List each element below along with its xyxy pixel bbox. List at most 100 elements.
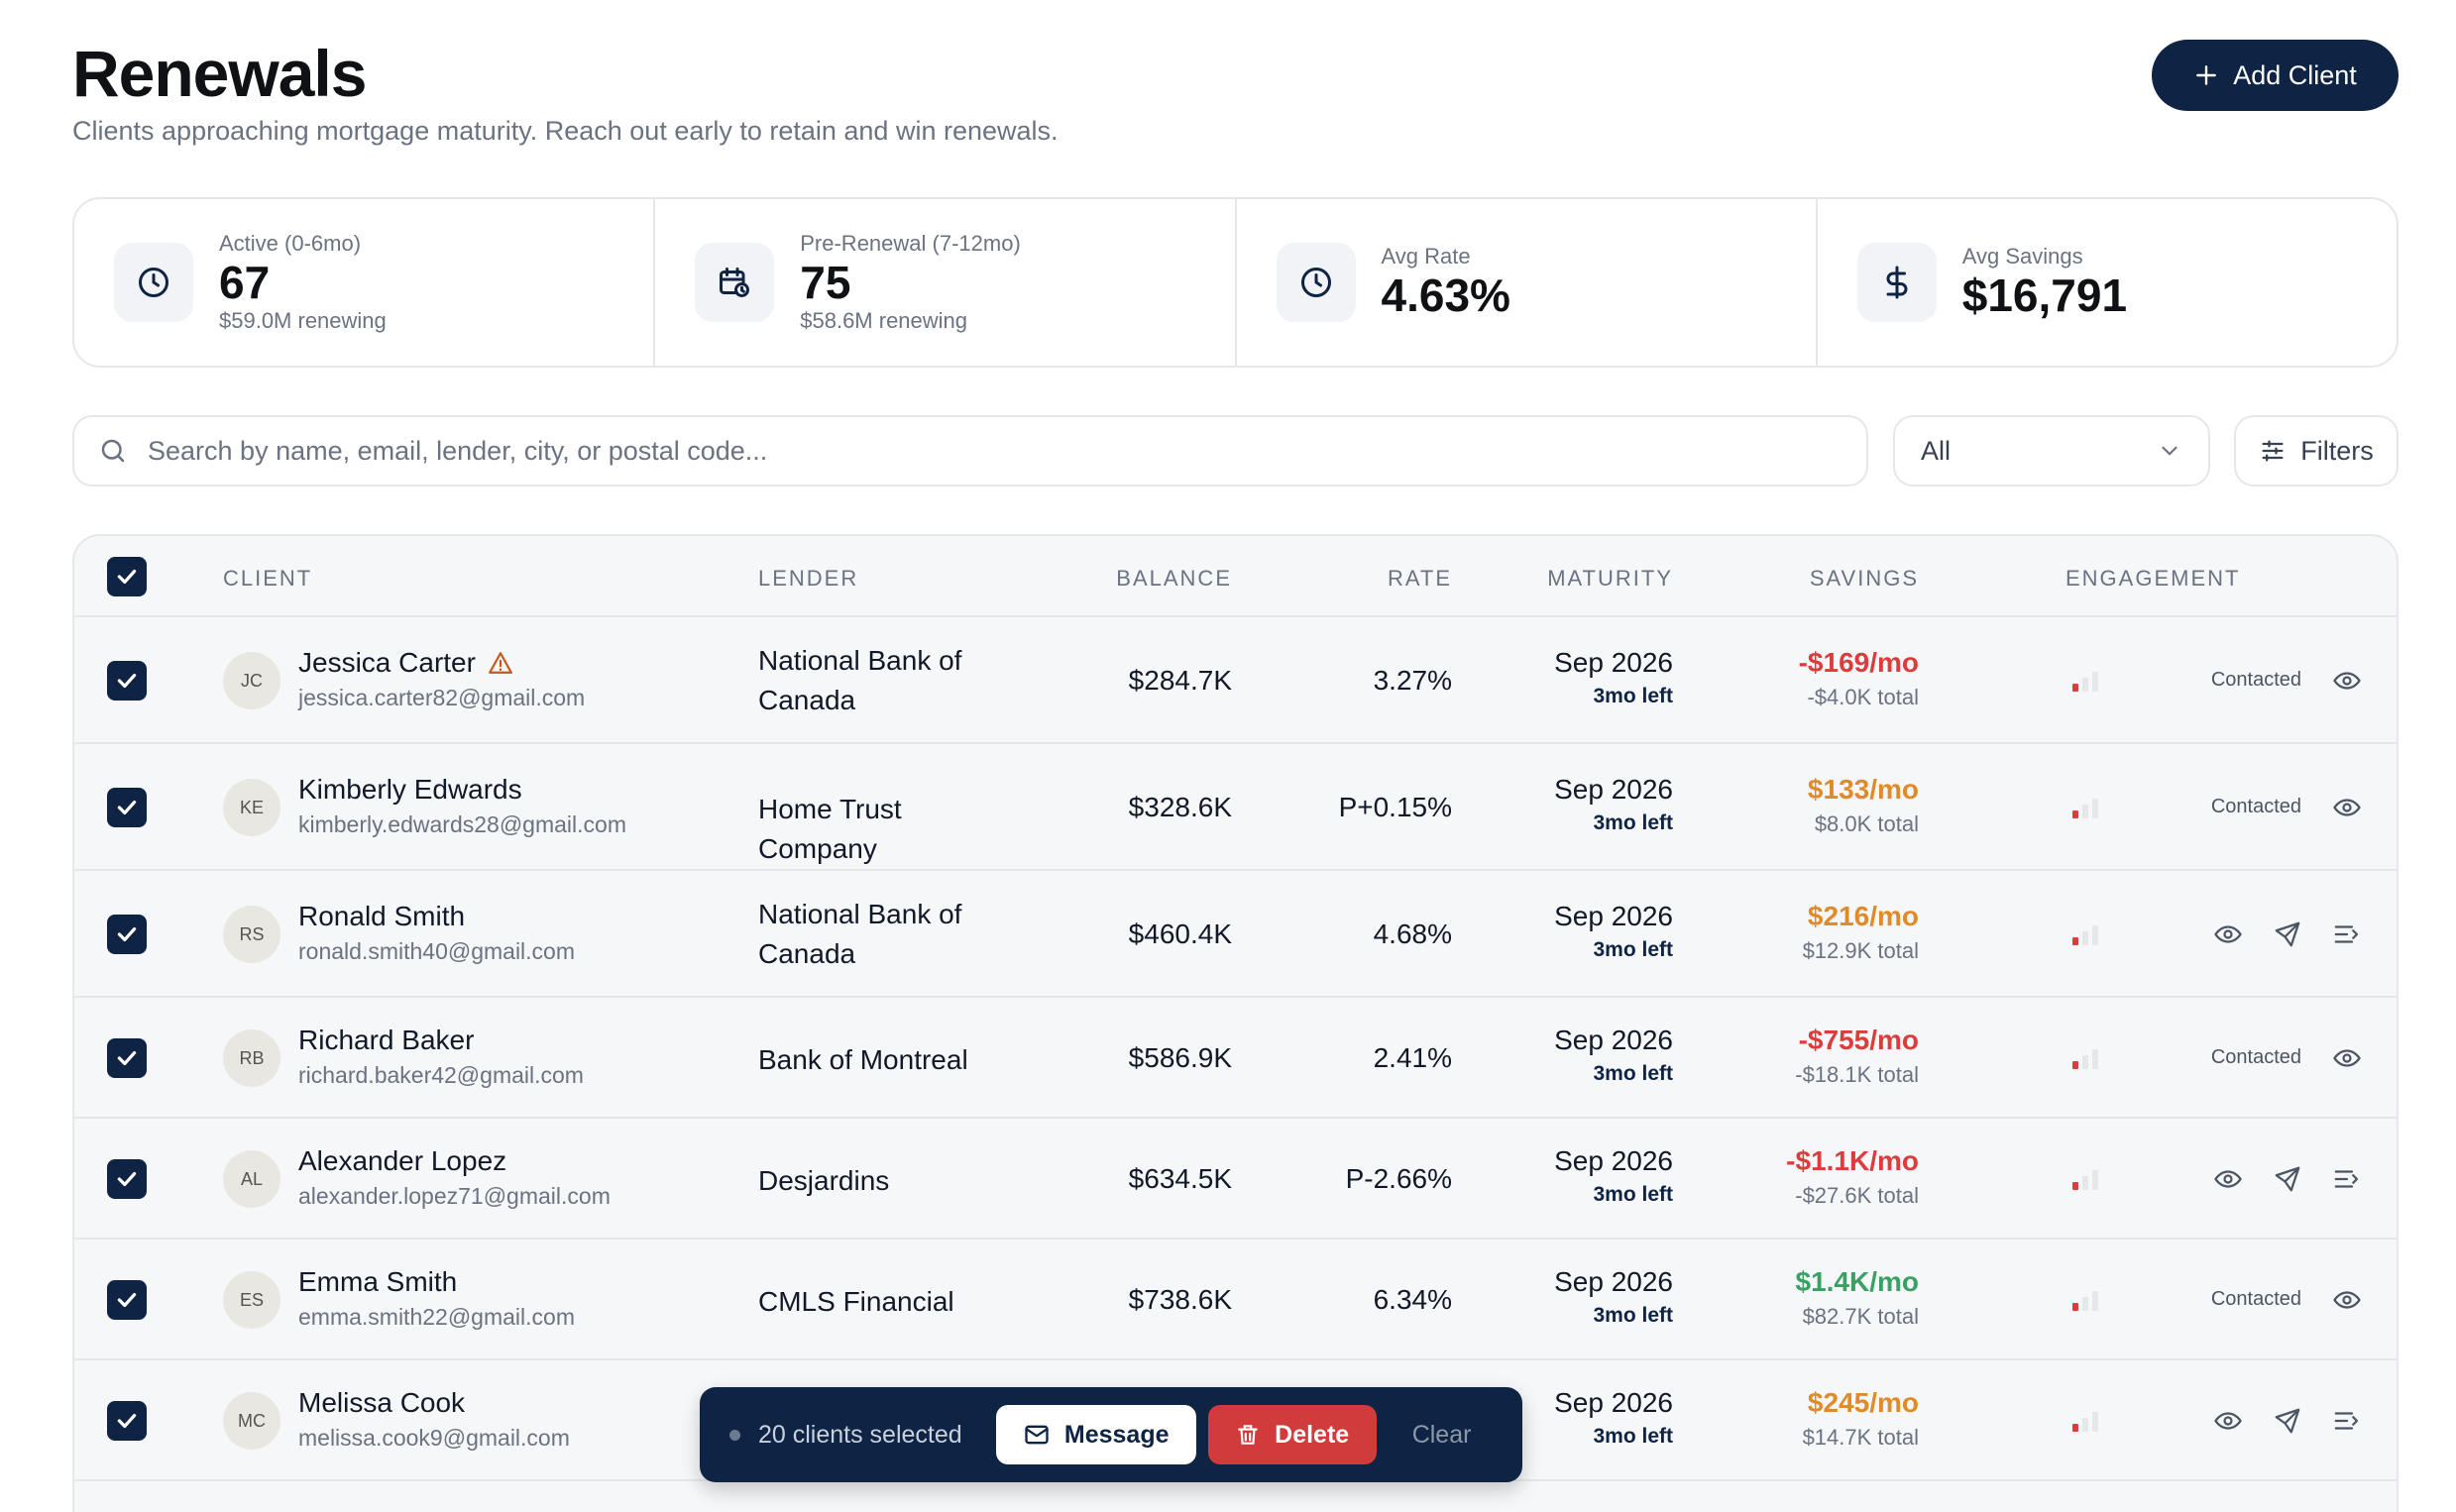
stat-icon-box: [695, 243, 775, 322]
savings-total: -$18.1K total: [1795, 1062, 1919, 1087]
row-checkbox[interactable]: [107, 915, 147, 954]
balance: $738.6K: [1128, 1284, 1232, 1315]
stat-avg-savings: Avg Savings $16,791: [1818, 199, 2397, 366]
message-label: Message: [1063, 1420, 1170, 1449]
send-button[interactable]: [2273, 1164, 2302, 1194]
select-all-checkbox[interactable]: [107, 557, 147, 596]
delete-button[interactable]: Delete: [1207, 1405, 1377, 1464]
view-button[interactable]: [2213, 919, 2243, 949]
engagement-bar: [2072, 1303, 2078, 1311]
engagement-bar: [2072, 684, 2078, 692]
engagement-bar: [2072, 1424, 2078, 1432]
stat-label: Pre-Renewal (7-12mo): [800, 230, 1021, 256]
search-box[interactable]: [72, 415, 1868, 486]
check-icon: [117, 926, 137, 942]
eye-icon: [2214, 1170, 2242, 1188]
eye-icon: [2214, 1412, 2242, 1430]
send-button[interactable]: [2273, 1406, 2302, 1436]
add-to-list-button[interactable]: [2332, 1164, 2362, 1194]
view-button[interactable]: [2213, 1164, 2243, 1194]
table-row[interactable]: RB Richard Baker richard.baker42@gmail.com…: [74, 998, 2397, 1119]
table-row[interactable]: JC Jessica Carter jessica.carter82@gmail.c…: [74, 617, 2397, 744]
table-row[interactable]: AL Alexander Lopez alexander.lopez71@gmail…: [74, 1119, 2397, 1240]
stat-value: $16,791: [1961, 269, 2128, 321]
eye-icon: [2333, 1291, 2361, 1309]
calendar-clock-icon: [720, 268, 750, 297]
view-button[interactable]: [2332, 793, 2362, 822]
view-button[interactable]: [2332, 666, 2362, 696]
row-checkbox[interactable]: [107, 1159, 147, 1199]
maturity-remaining: 3mo left: [1593, 1425, 1673, 1448]
page-subtitle: Clients approaching mortgage maturity. R…: [72, 116, 1059, 146]
view-button[interactable]: [2213, 1406, 2243, 1436]
column-header-balance[interactable]: BALANCE: [1116, 566, 1232, 591]
filters-button[interactable]: Filters: [2234, 415, 2399, 486]
row-checkbox[interactable]: [107, 1038, 147, 1078]
status-select[interactable]: All: [1893, 415, 2210, 486]
client-name[interactable]: Alexander Lopez: [298, 1145, 506, 1177]
view-button[interactable]: [2332, 1043, 2362, 1073]
column-header-maturity[interactable]: MATURITY: [1547, 566, 1673, 591]
send-button[interactable]: [2273, 919, 2302, 949]
send-icon: [2275, 1166, 2300, 1192]
check-icon: [117, 1292, 137, 1308]
add-to-list-button[interactable]: [2332, 919, 2362, 949]
maturity-date: Sep 2026: [1554, 1145, 1673, 1176]
savings-monthly: $133/mo: [1807, 774, 1919, 805]
add-client-button[interactable]: Add Client: [2152, 40, 2399, 111]
column-header-lender[interactable]: LENDER: [758, 566, 859, 591]
warning-icon: [489, 652, 512, 674]
client-email: melissa.cook9@gmail.com: [298, 1425, 570, 1451]
clock-icon: [1300, 268, 1331, 297]
clock-icon: [139, 268, 168, 297]
maturity-date: Sep 2026: [1554, 1025, 1673, 1055]
client-name[interactable]: Ronald Smith: [298, 901, 465, 932]
table-row[interactable]: KE Kimberly Edwards kimberly.edwards28@gma…: [74, 744, 2397, 871]
view-button[interactable]: [2332, 1285, 2362, 1315]
contacted-status: Contacted: [2210, 1288, 2301, 1310]
client-name[interactable]: Richard Baker: [298, 1025, 474, 1056]
row-checkbox[interactable]: [107, 1401, 147, 1441]
engagement-bar: [2082, 1055, 2088, 1069]
clear-selection-button[interactable]: Clear: [1411, 1420, 1472, 1449]
table-row[interactable]: RS Ronald Smith ronald.smith40@gmail.com Na…: [74, 871, 2397, 998]
engagement-bars: [2072, 923, 2102, 945]
mail-icon: [1025, 1425, 1049, 1445]
engagement-bar: [2092, 1412, 2098, 1432]
client-email: jessica.carter82@gmail.com: [298, 685, 586, 710]
row-checkbox[interactable]: [107, 661, 147, 701]
status-select-value: All: [1921, 435, 1952, 466]
lender: CMLS Financial: [758, 1286, 954, 1317]
stat-label: Avg Rate: [1381, 243, 1471, 269]
column-header-engagement[interactable]: ENGAGEMENT: [2065, 566, 2241, 591]
add-to-list-button[interactable]: [2332, 1406, 2362, 1436]
maturity-remaining: 3mo left: [1593, 1062, 1673, 1085]
search-input[interactable]: [148, 435, 1833, 467]
client-name[interactable]: Emma Smith: [298, 1266, 457, 1298]
maturity-date: Sep 2026: [1554, 1266, 1673, 1297]
engagement-bars: [2072, 1168, 2102, 1190]
row-checkbox[interactable]: [107, 788, 147, 827]
lender: National Bank of Canada: [758, 645, 962, 715]
engagement-bar: [2072, 1061, 2078, 1069]
column-header-client[interactable]: CLIENT: [223, 566, 313, 591]
client-name[interactable]: Kimberly Edwards: [298, 774, 522, 806]
stat-value: 4.63%: [1381, 269, 1510, 321]
column-header-savings[interactable]: SAVINGS: [1809, 566, 1919, 591]
engagement-bar: [2092, 1170, 2098, 1190]
check-icon: [117, 800, 137, 815]
message-button[interactable]: Message: [995, 1405, 1196, 1464]
maturity-date: Sep 2026: [1554, 1387, 1673, 1418]
savings-monthly: -$755/mo: [1798, 1025, 1919, 1055]
row-checkbox[interactable]: [107, 1280, 147, 1320]
maturity-remaining: 3mo left: [1593, 1304, 1673, 1327]
balance: $460.4K: [1128, 918, 1232, 949]
savings-total: $12.9K total: [1802, 938, 1919, 963]
engagement-bar: [2092, 1049, 2098, 1069]
column-header-rate[interactable]: RATE: [1387, 566, 1452, 591]
client-name[interactable]: Jessica Carter: [298, 647, 513, 679]
client-name[interactable]: Melissa Cook: [298, 1387, 465, 1419]
table-row[interactable]: ES Emma Smith emma.smith22@gmail.com CMLS F…: [74, 1240, 2397, 1360]
engagement-bar: [2092, 672, 2098, 692]
stat-label: Avg Savings: [1961, 243, 2083, 269]
